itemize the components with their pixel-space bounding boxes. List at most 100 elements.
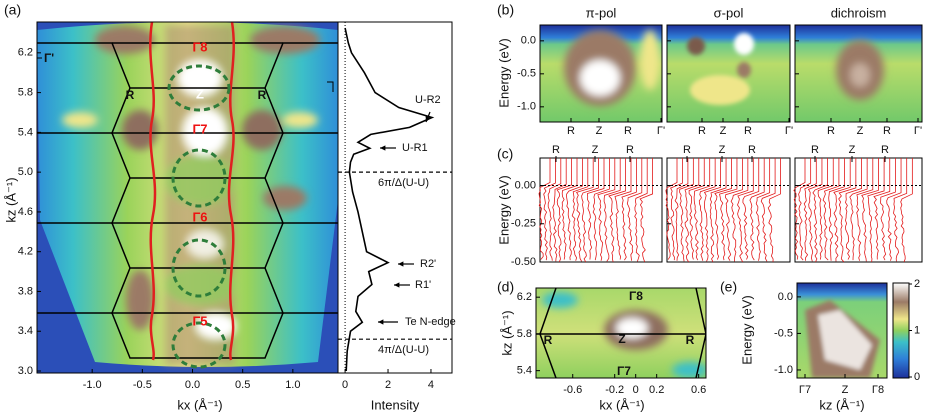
- y-tick-label: 6.2: [18, 47, 33, 59]
- zone-boundaries: [37, 42, 338, 359]
- label: Z: [857, 125, 864, 137]
- x-tick-label: 0.5: [235, 379, 250, 391]
- map-d: [536, 288, 706, 378]
- label: R: [883, 125, 891, 137]
- axis-label: kz (Å⁻¹): [3, 177, 18, 222]
- label: Intensity: [371, 397, 420, 412]
- axis-label: kz (Å⁻¹): [499, 310, 514, 355]
- arrow-head: [394, 282, 400, 288]
- label: σ-pol: [714, 5, 744, 20]
- intensity-profile: [344, 27, 435, 372]
- edc-trace: [714, 158, 732, 260]
- edc-trace: [586, 158, 605, 260]
- label: kz (Å⁻¹): [819, 397, 864, 412]
- edc-trace: [543, 158, 556, 261]
- label: R: [748, 144, 756, 156]
- arrow-head: [380, 145, 386, 151]
- edc-trace: [634, 158, 648, 262]
- frame-e: [796, 282, 888, 379]
- x-tick-label: -0.5: [133, 379, 152, 391]
- label: R: [811, 144, 819, 156]
- arrow-head: [398, 261, 404, 267]
- edc-trace: [679, 158, 694, 262]
- label: Z: [618, 332, 625, 346]
- label: (a): [4, 2, 21, 18]
- label: R: [683, 144, 691, 156]
- x-tick-label: 1.0: [285, 379, 300, 391]
- edc-trace: [592, 158, 610, 261]
- edc-trace: [608, 158, 626, 263]
- edc-trace: [760, 158, 776, 262]
- edc-trace: [639, 158, 653, 263]
- edc-trace: [900, 158, 913, 263]
- edc-trace: [709, 158, 727, 263]
- label: R: [544, 333, 553, 347]
- label: R: [258, 88, 267, 102]
- y-tick-label: -0.25: [511, 218, 536, 230]
- y-tick-label: 5.4: [18, 126, 33, 138]
- label: Γ8: [192, 39, 207, 54]
- edc-trace: [856, 158, 874, 261]
- pockets: [167, 64, 231, 369]
- edc-trace: [665, 158, 678, 260]
- label: Γ': [657, 125, 665, 137]
- label: R: [126, 88, 135, 102]
- edc-trace: [880, 158, 896, 261]
- y-tick-label: 3.0: [18, 365, 33, 377]
- edc-trace: [725, 158, 743, 261]
- label: U-R1: [402, 142, 428, 154]
- edc-trace: [749, 158, 765, 261]
- colorbar-tick-label: 2: [914, 278, 920, 290]
- edc-trace: [626, 158, 643, 261]
- images-b: [539, 24, 923, 123]
- edc-trace: [742, 158, 760, 260]
- x-tick-label: -0.6: [563, 384, 582, 396]
- label: Z: [719, 144, 726, 156]
- edc-trace: [812, 158, 828, 263]
- edc-trace: [561, 158, 578, 260]
- edc-trace: [597, 158, 616, 261]
- frames-c: [538, 157, 923, 263]
- y-tick-label: -0.5: [774, 327, 793, 339]
- y-tick-label: -1.0: [774, 364, 793, 376]
- label: Γ5: [192, 313, 207, 328]
- label: Γ8: [629, 289, 643, 303]
- edc-trace: [861, 158, 879, 262]
- label: π-pol: [586, 5, 617, 20]
- label: R: [624, 125, 632, 137]
- label: (c): [497, 146, 513, 162]
- x-tick-label: 0.2: [649, 384, 664, 396]
- axis-label: Energy (eV): [496, 175, 511, 244]
- label: 4π/Δ(U-U): [378, 344, 429, 356]
- edc-trace: [621, 158, 637, 261]
- x-tick-label: -0.2: [605, 384, 624, 396]
- label: Z: [596, 125, 603, 137]
- y-tick-label: 4.2: [18, 246, 33, 258]
- label: Γ7: [192, 121, 207, 136]
- x-tick-label: 0.6: [691, 384, 706, 396]
- fermi-contours: [149, 22, 235, 361]
- edc-trace: [807, 158, 823, 262]
- y-tick-label: -0.5: [517, 68, 536, 80]
- label: Z: [720, 125, 727, 137]
- y-tick-label: 5.8: [517, 328, 532, 340]
- edc-trace: [603, 158, 621, 262]
- colorbar-tick-label: 1: [914, 324, 920, 336]
- y-tick-label: 0.00: [515, 179, 536, 191]
- y-tick-label: 3.8: [18, 285, 33, 297]
- edc-trace: [730, 158, 749, 262]
- edc-trace: [867, 158, 885, 262]
- label: (b): [497, 2, 514, 18]
- y-tick-label: -0.50: [511, 256, 536, 268]
- label: Γ7: [617, 364, 631, 378]
- y-tick-label: 5.8: [18, 87, 33, 99]
- colorbar: [892, 282, 910, 379]
- label: R: [827, 125, 835, 137]
- edc-trace: [828, 158, 845, 261]
- y-tick-label: -1.0: [517, 101, 536, 113]
- label: R1': [415, 279, 431, 291]
- edc-trace: [552, 158, 567, 262]
- axis-label: Energy (eV): [739, 295, 754, 364]
- edc-trace: [822, 158, 840, 261]
- edc-trace: [833, 158, 851, 262]
